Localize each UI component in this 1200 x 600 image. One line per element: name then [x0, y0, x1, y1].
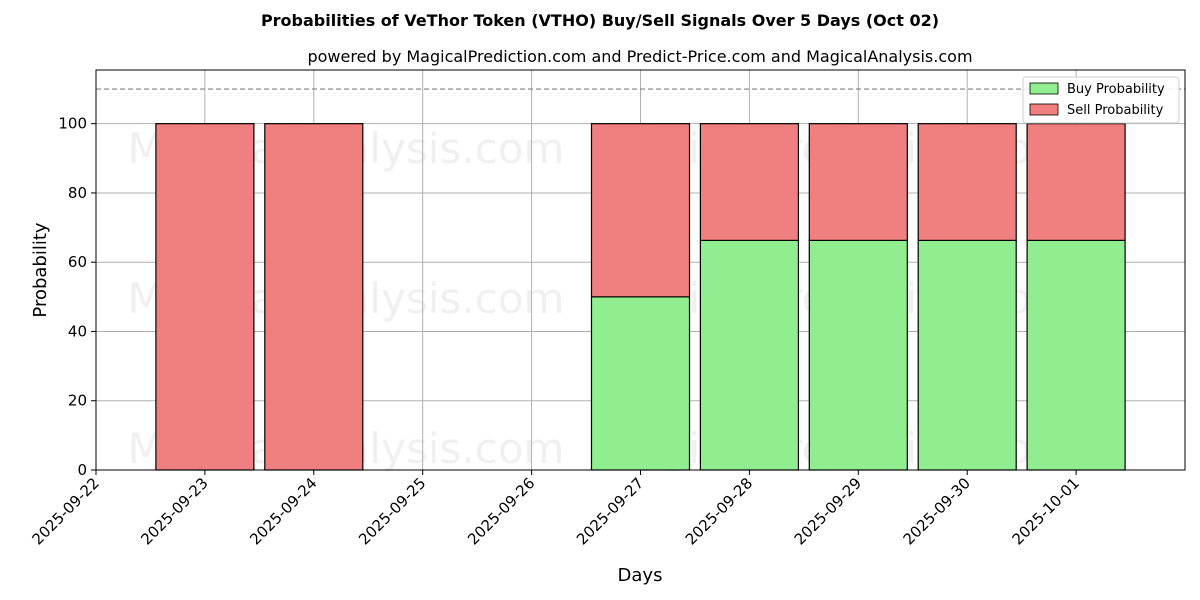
- bar-sell: [155, 123, 255, 471]
- bar-sell: [699, 123, 800, 241]
- bar-sell: [1026, 123, 1126, 241]
- chart-subtitle: powered by MagicalPrediction.com and Pre…: [307, 47, 972, 66]
- legend-swatch-buy: [1029, 82, 1059, 95]
- x-tick-label: 2025-09-29: [791, 474, 865, 548]
- x-tick-label: 2025-09-22: [28, 474, 102, 548]
- bar-buy: [1026, 239, 1126, 471]
- bar-sell: [808, 123, 908, 241]
- y-tick-label: 80: [68, 184, 87, 202]
- x-tick-label: 2025-09-24: [246, 474, 320, 548]
- legend-frame: [1022, 76, 1180, 124]
- legend: Buy Probability Sell Probability: [1022, 76, 1180, 124]
- bar-sell: [264, 123, 364, 471]
- x-tick-label: 2025-10-01: [1009, 474, 1083, 548]
- bar-buy: [590, 296, 691, 471]
- legend-label-sell: Sell Probability: [1067, 103, 1164, 118]
- x-tick-label: 2025-09-25: [355, 474, 429, 548]
- x-tick-label: 2025-09-27: [573, 474, 647, 548]
- bar-buy: [808, 239, 908, 471]
- bar-sell: [917, 123, 1017, 241]
- y-tick-label: 60: [68, 253, 87, 271]
- y-axis-label: Probability: [30, 222, 51, 317]
- bars-layer: [155, 123, 1126, 471]
- legend-swatch-sell: [1029, 103, 1059, 116]
- x-tick-label: 2025-09-28: [682, 474, 756, 548]
- y-tick-label: 100: [58, 115, 87, 133]
- x-tick-label: 2025-09-30: [900, 474, 974, 548]
- chart-title: Probabilities of VeThor Token (VTHO) Buy…: [261, 11, 939, 30]
- bar-buy: [699, 239, 800, 471]
- y-tick-label: 0: [77, 461, 87, 479]
- x-axis-label: Days: [618, 565, 663, 586]
- bar-buy: [917, 239, 1017, 471]
- y-tick-label: 20: [68, 392, 87, 410]
- y-tick-label: 40: [68, 322, 87, 340]
- x-tick-label: 2025-09-26: [464, 474, 538, 548]
- legend-label-buy: Buy Probability: [1067, 82, 1165, 97]
- x-tick-label: 2025-09-23: [137, 474, 211, 548]
- bar-sell: [590, 123, 691, 298]
